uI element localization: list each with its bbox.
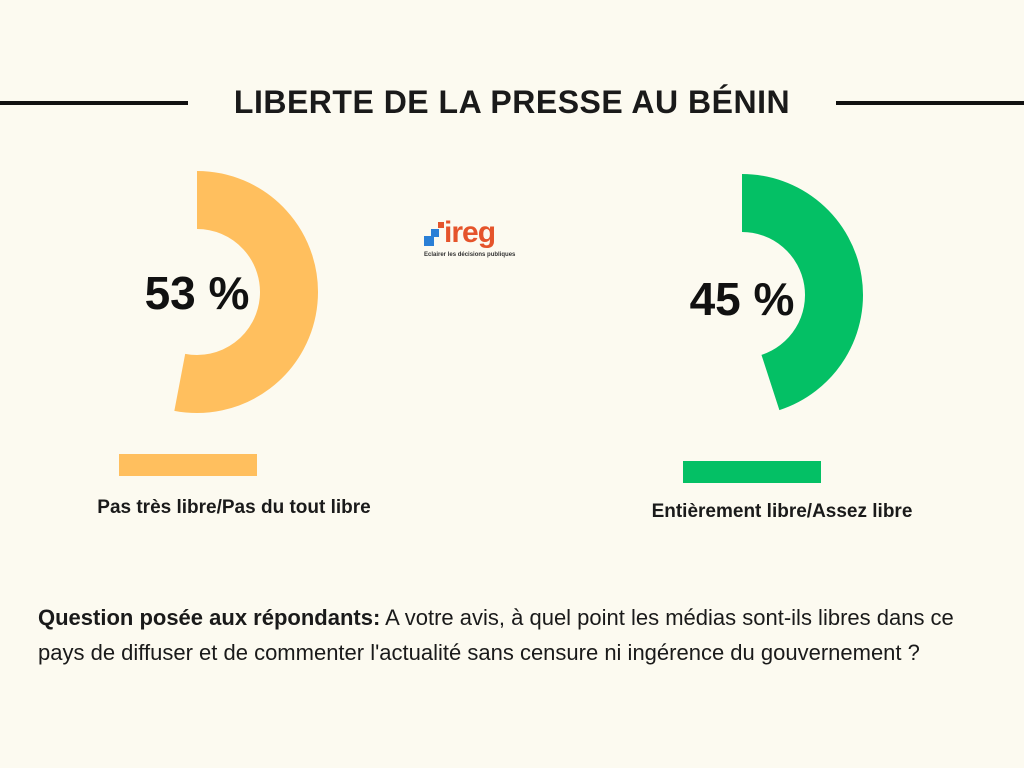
gauge-value-label-pas-libre: 53 %: [144, 267, 250, 319]
gauge-pas-libre: [174, 171, 318, 413]
legend-swatch-pas-libre: [119, 454, 257, 476]
logo-square-icon: [438, 222, 444, 228]
gauge-libre: [740, 174, 863, 411]
logo-square-icon: [431, 229, 439, 237]
ireg-logo: ireg Eclairer les décisions publiques: [424, 216, 516, 264]
legend-swatch-libre: [683, 461, 821, 483]
survey-question: Question posée aux répondants: A votre a…: [38, 600, 958, 670]
question-text: A votre avis, à quel point les médias so…: [38, 605, 954, 665]
page-title: LIBERTE DE LA PRESSE AU BÉNIN: [233, 84, 791, 120]
logo-square-icon: [424, 236, 434, 246]
gauge-arc-1: [740, 174, 863, 411]
question-label: Question posée aux répondants:: [38, 605, 381, 630]
title-rule-left: [0, 101, 188, 105]
gauge-arc-0: [174, 171, 318, 413]
gauge-value-label-libre: 45 %: [689, 273, 795, 325]
logo-wordmark: ireg: [444, 216, 496, 249]
category-label-libre: Entièrement libre/Assez libre: [651, 501, 913, 522]
category-label-pas-libre: Pas très libre/Pas du tout libre: [97, 497, 371, 518]
logo-tagline: Eclairer les décisions publiques: [424, 252, 516, 258]
title-rule-right: [836, 101, 1024, 105]
